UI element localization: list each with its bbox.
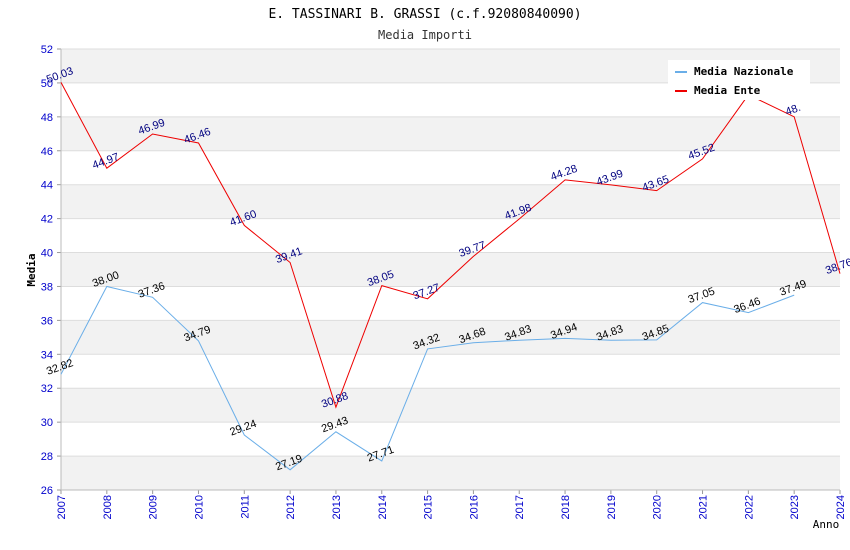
y-tick-label: 38 xyxy=(41,281,53,293)
y-tick-label: 36 xyxy=(41,315,53,327)
y-tick-label: 46 xyxy=(41,146,53,158)
x-tick-label: 2017 xyxy=(514,495,526,519)
x-tick-label: 2011 xyxy=(239,495,251,519)
grid-bands xyxy=(61,49,840,490)
legend-label: Media Nazionale xyxy=(694,65,794,78)
y-tick-label: 42 xyxy=(41,214,53,226)
x-axis-ticks: 2007 2008 2009 2010 2011 2012 2013 2014 2015 2016… xyxy=(56,495,847,519)
y-tick-label: 30 xyxy=(41,417,53,429)
series-lines xyxy=(60,82,841,471)
grid-band xyxy=(61,252,840,287)
y-axis-ticks: 26 28 30 32 34 36 38 40 42 44 46 48 50 52 xyxy=(41,44,53,497)
x-tick-label: 2018 xyxy=(560,495,572,519)
y-tick-label: 34 xyxy=(41,349,53,361)
x-tick-label: 2013 xyxy=(331,495,343,519)
x-tick-label: 2007 xyxy=(56,495,68,519)
chart-title: E. TASSINARI B. GRASSI (c.f.92080840090) xyxy=(268,7,581,22)
y-tick-label: 44 xyxy=(41,180,53,192)
series-line-media-nazionale xyxy=(60,285,795,471)
y-axis-label: Media xyxy=(25,253,38,286)
data-label: 48. xyxy=(784,102,802,119)
x-tick-label: 2008 xyxy=(102,495,114,519)
grid-band xyxy=(61,184,840,219)
chart-subtitle: Media Importi xyxy=(378,28,472,42)
data-label: 36.46 xyxy=(732,295,762,316)
legend-box xyxy=(668,60,810,100)
grid-lines xyxy=(57,48,841,494)
y-tick-label: 32 xyxy=(41,383,53,395)
y-tick-label: 52 xyxy=(41,44,53,56)
legend-label: Media Ente xyxy=(694,84,761,97)
y-tick-label: 48 xyxy=(41,112,53,124)
x-tick-label: 2022 xyxy=(743,495,755,519)
grid-band xyxy=(61,116,840,151)
grid-band xyxy=(61,388,840,423)
y-tick-label: 28 xyxy=(41,451,53,463)
legend: Media Nazionale Media Ente xyxy=(668,60,810,100)
x-tick-label: 2021 xyxy=(698,495,710,519)
x-tick-label: 2012 xyxy=(285,495,297,519)
x-tick-label: 2020 xyxy=(652,495,664,519)
y-tick-label: 26 xyxy=(41,485,53,497)
x-tick-label: 2010 xyxy=(193,495,205,519)
x-tick-label: 2023 xyxy=(789,495,801,519)
series-line-media-ente xyxy=(60,82,841,409)
x-axis-label: Anno xyxy=(813,518,840,531)
x-tick-label: 2015 xyxy=(423,495,435,519)
x-tick-label: 2014 xyxy=(377,495,389,519)
y-tick-label: 50 xyxy=(41,78,53,90)
data-label: 44.97 xyxy=(91,151,121,172)
axes xyxy=(60,49,840,491)
grid-band xyxy=(61,320,840,355)
x-tick-label: 2009 xyxy=(148,495,160,519)
x-tick-label: 2016 xyxy=(468,495,480,519)
y-tick-label: 40 xyxy=(41,248,53,260)
x-tick-label: 2024 xyxy=(835,495,847,519)
x-tick-label: 2019 xyxy=(606,495,618,519)
grid-band xyxy=(61,456,840,490)
